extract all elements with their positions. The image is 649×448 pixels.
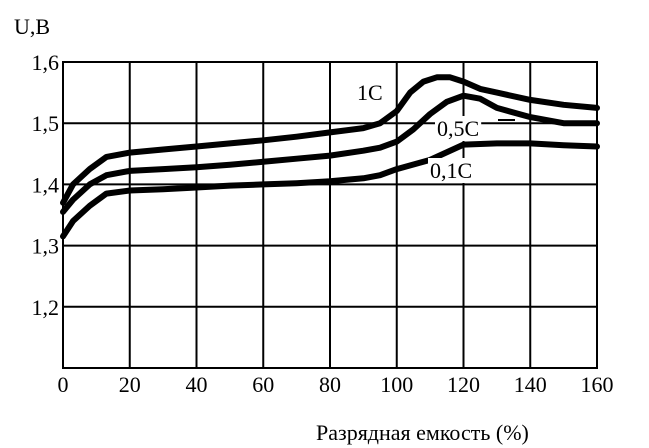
series-labels: 1С 0,5С 0,1С [355,80,482,183]
series-label-01c: 0,1С [430,158,472,183]
x-tick-label: 120 [447,372,480,397]
x-tick-label: 40 [186,372,208,397]
series-label-background [355,80,385,105]
series-label-1c: 1С [357,80,383,105]
plot-frame [62,61,598,369]
x-tick-label: 100 [380,372,413,397]
y-tick-label: 1,6 [32,50,60,75]
y-tick-label: 1,2 [32,295,60,320]
x-tick-label: 160 [581,372,614,397]
y-axis-label: U,B [14,14,50,39]
series-line-1 [60,92,600,215]
y-tick-labels: 1,2 1,3 1,4 1,5 1,6 [32,50,60,320]
x-tick-label: 0 [58,372,69,397]
series-line-0 [60,74,600,206]
x-axis-label: Разрядная емкость (%) [316,420,529,445]
y-tick-label: 1,5 [32,111,60,136]
x-tick-label: 140 [514,372,547,397]
series-label-05c: 0,5С [437,116,479,141]
grid [62,61,598,368]
series-lines [60,74,600,240]
series-label-background [428,158,475,183]
series-label-background [435,116,482,141]
y-tick-label: 1,4 [32,172,60,197]
series-line-2 [60,140,600,240]
x-tick-label: 80 [319,372,341,397]
x-tick-labels: 0 20 40 60 80 100 120 140 160 [58,372,614,397]
x-tick-label: 20 [119,372,141,397]
x-tick-label: 60 [252,372,274,397]
y-tick-label: 1,3 [32,234,60,259]
